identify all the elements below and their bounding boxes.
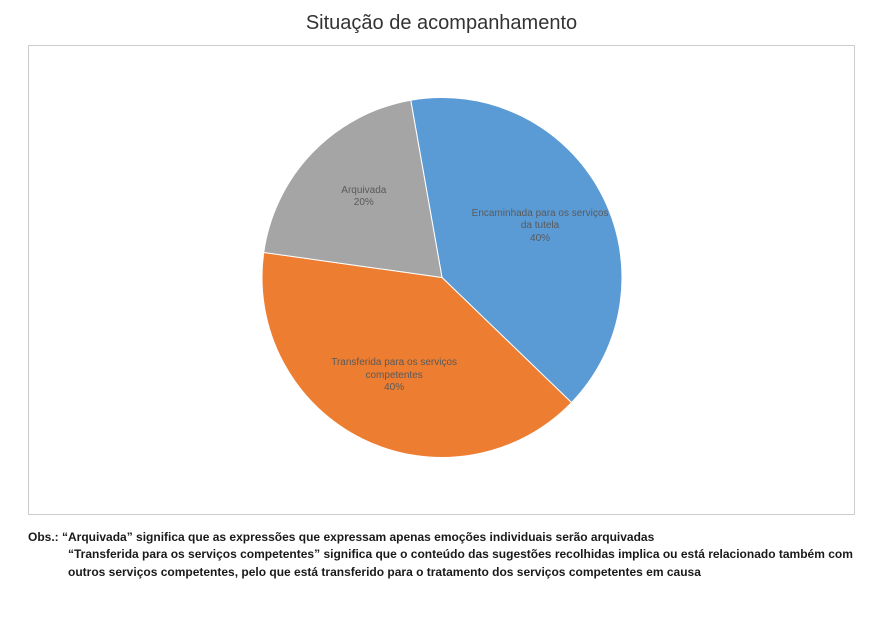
pie-chart: [262, 98, 622, 463]
footnote-line2: “Transferida para os serviços competente…: [28, 546, 855, 581]
chart-frame: Encaminhada para os serviços da tutela 4…: [28, 45, 855, 515]
footnote-text1: “Arquivada” significa que as expressões …: [62, 530, 654, 544]
footnote: Obs.: “Arquivada” significa que as expre…: [28, 529, 855, 581]
pie-svg: [262, 98, 622, 458]
chart-title: Situação de acompanhamento: [0, 0, 883, 45]
pie-slice: [263, 100, 441, 277]
footnote-prefix: Obs.:: [28, 530, 62, 544]
chart-document: Situação de acompanhamento Encaminhada p…: [0, 0, 883, 581]
footnote-line1: Obs.: “Arquivada” significa que as expre…: [28, 529, 855, 546]
